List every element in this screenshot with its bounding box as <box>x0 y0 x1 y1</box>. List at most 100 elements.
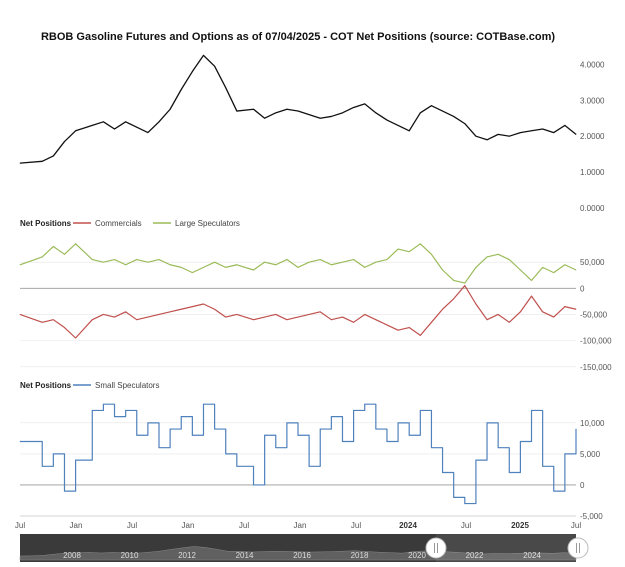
data-point <box>236 465 238 467</box>
data-point <box>531 130 533 132</box>
data-point <box>253 319 255 321</box>
series-line-large-speculators <box>19 243 577 284</box>
x-tick-label: Jul <box>351 521 361 530</box>
data-point <box>519 132 521 134</box>
chart-title: RBOB Gasoline Futures and Options as of … <box>41 31 555 43</box>
data-point <box>453 279 455 281</box>
data-point <box>564 124 566 126</box>
data-point <box>19 162 21 164</box>
data-point <box>114 316 116 318</box>
data-point <box>225 87 227 89</box>
data-point <box>475 303 477 305</box>
legend-small-speculators-label[interactable]: Small Speculators <box>95 381 159 390</box>
data-point <box>253 108 255 110</box>
data-point <box>486 139 488 141</box>
data-point <box>202 303 204 305</box>
data-point <box>202 403 204 405</box>
data-point <box>297 316 299 318</box>
data-point <box>575 133 577 135</box>
y-tick-label: 5,000 <box>580 450 601 459</box>
data-point <box>52 453 54 455</box>
data-point <box>125 311 127 313</box>
data-point <box>264 434 266 436</box>
data-point <box>225 316 227 318</box>
data-point <box>147 132 149 134</box>
data-point <box>519 440 521 442</box>
y-tick-label: -150,000 <box>580 363 612 372</box>
data-point <box>136 259 138 261</box>
data-point <box>286 259 288 261</box>
data-point <box>264 261 266 263</box>
x-tick-label: Jul <box>239 521 249 530</box>
legend-commercials-label[interactable]: Commercials <box>95 219 142 228</box>
data-point <box>286 319 288 321</box>
data-point <box>147 261 149 263</box>
data-point <box>102 121 104 123</box>
navigator-year-label: 2018 <box>351 551 369 560</box>
data-point <box>397 329 399 331</box>
navigator-left-handle[interactable] <box>425 537 447 559</box>
data-point <box>386 119 388 121</box>
data-point <box>542 266 544 268</box>
data-point <box>386 440 388 442</box>
data-point <box>319 311 321 313</box>
data-point <box>464 123 466 125</box>
data-point <box>519 269 521 271</box>
y-tick-label: -100,000 <box>580 337 612 346</box>
navigator[interactable]: 2008 2010 2012 2014 2016 2018 2020 2022 2024 <box>19 534 589 562</box>
data-point <box>102 403 104 405</box>
data-point <box>442 110 444 112</box>
data-point <box>553 490 555 492</box>
data-point <box>225 453 227 455</box>
data-point <box>136 126 138 128</box>
data-point <box>114 416 116 418</box>
x-axis: Jul Jan Jul Jan Jul Jan Jul 2024 Jul 2025 Jul <box>15 515 581 530</box>
data-point <box>191 71 193 73</box>
y-tick-label: 10,000 <box>580 419 605 428</box>
navigator-year-label: 2008 <box>63 551 81 560</box>
data-point <box>169 108 171 110</box>
data-point <box>286 108 288 110</box>
data-point <box>453 496 455 498</box>
data-point <box>19 264 21 266</box>
data-point <box>91 409 93 411</box>
data-point <box>408 327 410 329</box>
x-tick-label: 2025 <box>511 521 529 530</box>
data-point <box>125 121 127 123</box>
data-point <box>564 453 566 455</box>
data-point <box>508 321 510 323</box>
navigator-year-label: 2012 <box>178 551 196 560</box>
navigator-right-handle[interactable] <box>567 537 589 559</box>
data-point <box>542 311 544 313</box>
legend-large-speculators-label[interactable]: Large Speculators <box>175 219 240 228</box>
data-point <box>253 484 255 486</box>
navigator-selection[interactable] <box>436 534 576 562</box>
data-point <box>397 422 399 424</box>
data-point <box>397 248 399 250</box>
data-point <box>497 447 499 449</box>
data-point <box>453 115 455 117</box>
data-point <box>475 135 477 137</box>
data-point <box>475 459 477 461</box>
y-tick-label: -5,000 <box>580 512 603 521</box>
data-point <box>408 251 410 253</box>
data-point <box>202 266 204 268</box>
data-point <box>330 264 332 266</box>
data-point <box>464 285 466 287</box>
data-point <box>158 447 160 449</box>
data-point <box>531 409 533 411</box>
data-point <box>353 106 355 108</box>
y-tick-label: 4.0000 <box>580 60 605 69</box>
data-point <box>531 295 533 297</box>
data-point <box>52 155 54 157</box>
data-point <box>575 428 577 430</box>
data-point <box>364 103 366 105</box>
data-point <box>575 269 577 271</box>
data-point <box>553 132 555 134</box>
data-point <box>319 117 321 119</box>
data-point <box>63 490 65 492</box>
y-tick-label: 0 <box>580 481 585 490</box>
data-point <box>319 428 321 430</box>
panel3-legend: Net Positions Small Speculators <box>20 381 159 390</box>
data-point <box>52 319 54 321</box>
